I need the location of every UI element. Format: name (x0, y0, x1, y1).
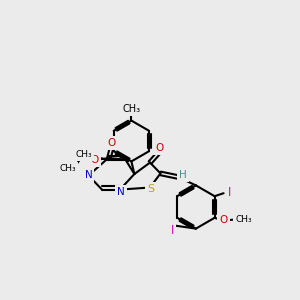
Text: CH₃: CH₃ (236, 215, 252, 224)
Text: S: S (147, 184, 155, 194)
Text: CH₃: CH₃ (123, 104, 141, 114)
Text: O: O (108, 138, 116, 148)
Text: CH₂: CH₂ (72, 149, 89, 158)
Text: N: N (85, 170, 92, 181)
Text: I: I (228, 186, 231, 199)
Text: H: H (179, 169, 187, 180)
Text: CH₃: CH₃ (59, 164, 76, 173)
Text: O: O (220, 215, 228, 225)
Text: N: N (117, 187, 124, 197)
Text: I: I (170, 224, 174, 237)
Text: CH₃: CH₃ (75, 150, 92, 159)
Text: O: O (90, 154, 99, 165)
Text: O: O (155, 143, 164, 153)
